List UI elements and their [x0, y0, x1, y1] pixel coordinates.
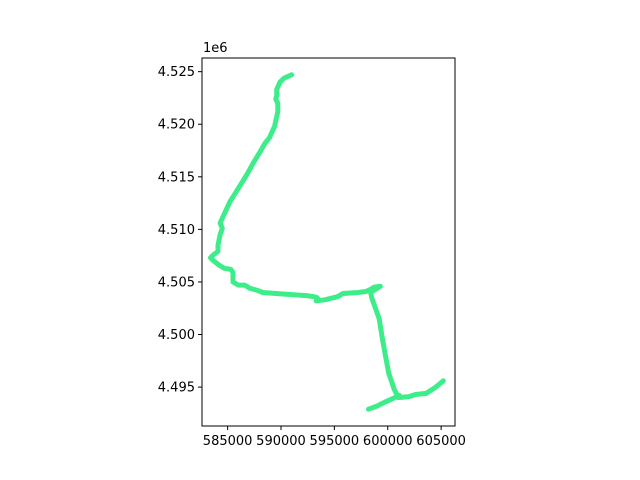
y-tick-label-7: 4.525: [158, 65, 195, 80]
y-tick-label-1: 4.495: [158, 381, 195, 396]
plot-area: [208, 72, 446, 412]
series-line-2: [366, 393, 402, 412]
x-tick-label-4: 600000: [363, 434, 413, 449]
y-axis-offset-label: 1e6: [203, 41, 228, 56]
series-line-1: [208, 72, 446, 401]
y-tick-label-3: 4.505: [158, 275, 195, 290]
x-tick-label-1: 585000: [203, 434, 253, 449]
y-tick-label-5: 4.515: [158, 170, 195, 185]
y-tick-label-6: 4.520: [158, 118, 195, 133]
y-tick-label-4: 4.510: [158, 223, 195, 238]
x-axis: 585000 590000 595000 600000 605000: [203, 426, 466, 449]
x-tick-label-3: 595000: [310, 434, 360, 449]
y-axis: 4.495 4.500 4.505 4.510 4.515 4.520 4.525: [158, 65, 202, 396]
axes-frame: [201, 57, 456, 427]
y-tick-label-2: 4.500: [158, 328, 195, 343]
x-tick-label-5: 605000: [416, 434, 466, 449]
x-tick-label-2: 590000: [256, 434, 306, 449]
